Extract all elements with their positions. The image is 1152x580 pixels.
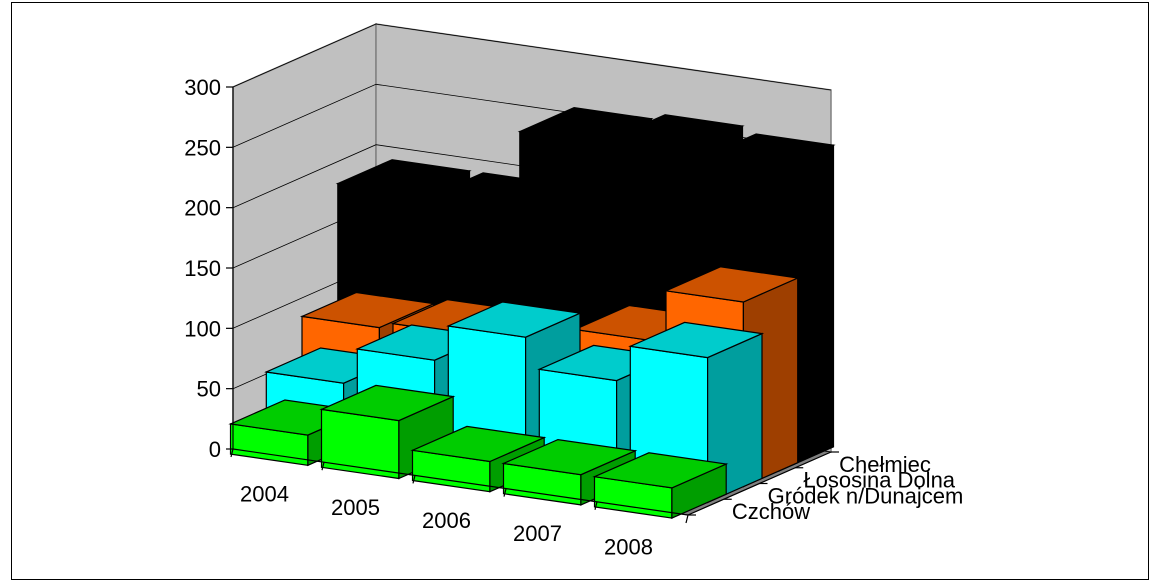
bar-2008-s0: [592, 452, 729, 520]
x-tick: [230, 448, 234, 458]
bar-top: [446, 301, 583, 338]
x-tick-labels: 2004 2005 2006 2007 2008: [240, 482, 653, 560]
axes: [226, 86, 839, 524]
bar-top: [663, 266, 800, 303]
x-tick-label: 2004: [240, 482, 289, 507]
gridline: [232, 23, 832, 91]
bar-top: [592, 452, 729, 489]
y-tick-label: 200: [184, 196, 221, 221]
series-label: Gródek n/Dunajcem: [768, 483, 964, 508]
series-label: Chełmiec: [839, 452, 931, 477]
bar-top: [517, 106, 654, 144]
bar-top: [608, 114, 745, 151]
y-tick-label: 300: [184, 75, 221, 100]
y-tick-labels: 0 50 100 150 200 250 300: [184, 75, 221, 462]
bar-top: [335, 159, 472, 196]
bar-top: [501, 438, 638, 476]
x-tick-label: 2007: [513, 521, 562, 546]
x-tick: [412, 475, 416, 484]
y-tick-label: 50: [197, 377, 221, 402]
bar-front: [320, 408, 400, 480]
x-axis: [232, 448, 689, 516]
y-tick-label: 100: [184, 316, 221, 341]
series-label: Czchów: [732, 499, 810, 524]
y-tick-label: 0: [209, 437, 221, 462]
x-tick: [321, 462, 325, 471]
bar-top: [410, 425, 547, 463]
bar-top: [319, 384, 456, 422]
y-tick-label: 250: [184, 135, 221, 160]
x-tick-label: 2005: [331, 495, 380, 520]
x-tick-label: 2008: [604, 534, 653, 559]
series-label: Łososina Dolna: [803, 468, 955, 493]
bar-top: [299, 291, 436, 329]
bar-top: [699, 133, 836, 170]
bar-top: [628, 321, 765, 359]
x-tick: [685, 514, 689, 524]
x-tick: [503, 488, 507, 497]
y-tick-label: 150: [184, 256, 221, 281]
x-tick: [594, 501, 598, 510]
x-tick-label: 2006: [422, 508, 471, 533]
bars: [228, 106, 836, 520]
